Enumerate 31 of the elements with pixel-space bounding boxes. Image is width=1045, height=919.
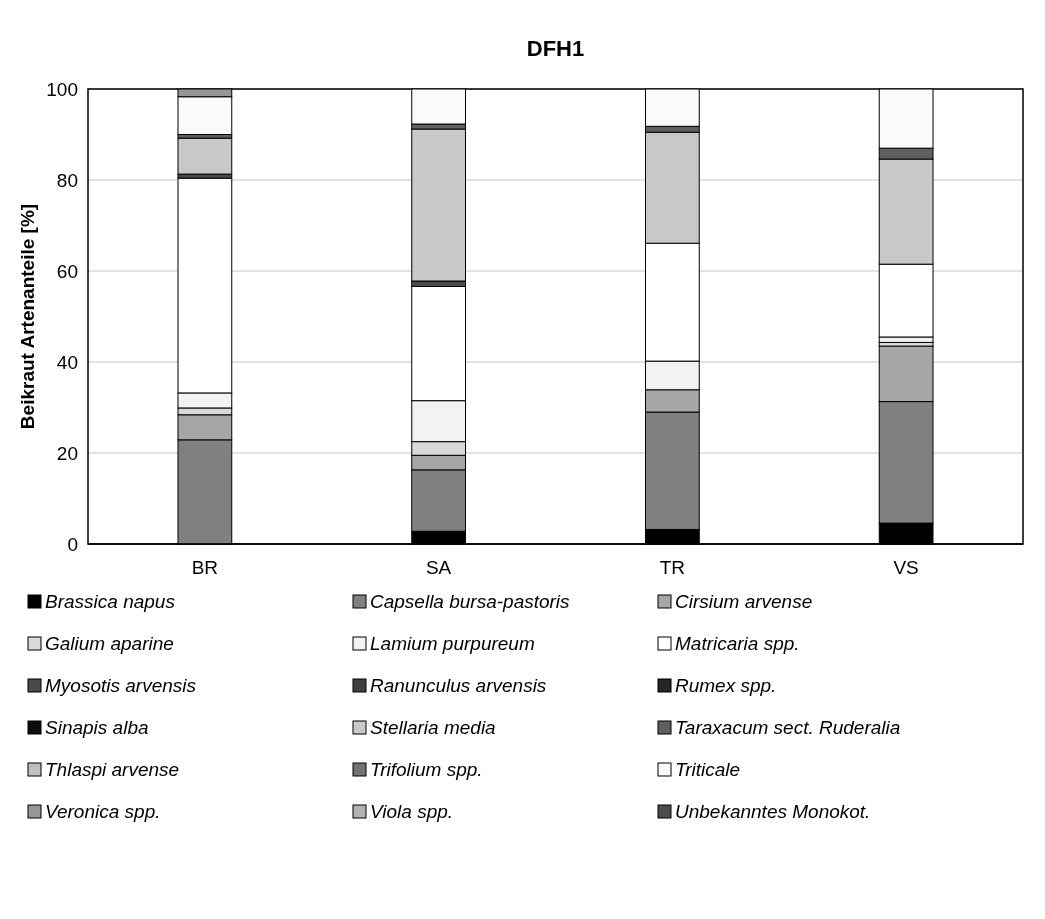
y-tick-label: 100 [46,78,78,100]
legend-label: Triticale [675,759,741,780]
legend-label: Viola spp. [370,801,454,822]
y-axis-title: Beikraut Artenanteile [%] [17,203,38,430]
legend-label: Trifolium spp. [370,759,483,780]
legend-label: Brassica napus [45,591,176,612]
legend-label: Rumex spp. [675,675,777,696]
x-tick-label: VS [893,557,919,578]
y-tick-label: 40 [56,351,78,373]
y-tick-label: 20 [56,442,78,464]
legend-label: Taraxacum sect. Ruderalia [675,717,901,738]
y-tick-label: 60 [56,260,78,282]
chart-title: DFH1 [526,36,585,61]
y-tick-label: 0 [67,533,78,555]
legend-label: Sinapis alba [45,717,149,738]
legend-label: Thlaspi arvense [45,759,180,780]
legend-label: Lamium purpureum [370,633,535,654]
legend-label: Capsella bursa-pastoris [370,591,571,612]
legend-label: Unbekanntes Monokot. [675,801,871,822]
legend-label: Galium aparine [45,633,174,654]
legend-label: Stellaria media [370,717,496,738]
bar [177,137,233,175]
legend-label: Matricaria spp. [675,633,800,654]
x-tick-label: SA [425,557,452,578]
y-tick-label: 80 [56,169,78,191]
legend-label: Veronica spp. [45,801,161,822]
legend-label: Cirsium arvense [675,591,813,612]
x-tick-label: TR [659,557,686,578]
legend-label: Myosotis arvensis [45,675,197,696]
x-tick-label: BR [191,557,219,578]
legend-label: Ranunculus arvensis [370,675,547,696]
